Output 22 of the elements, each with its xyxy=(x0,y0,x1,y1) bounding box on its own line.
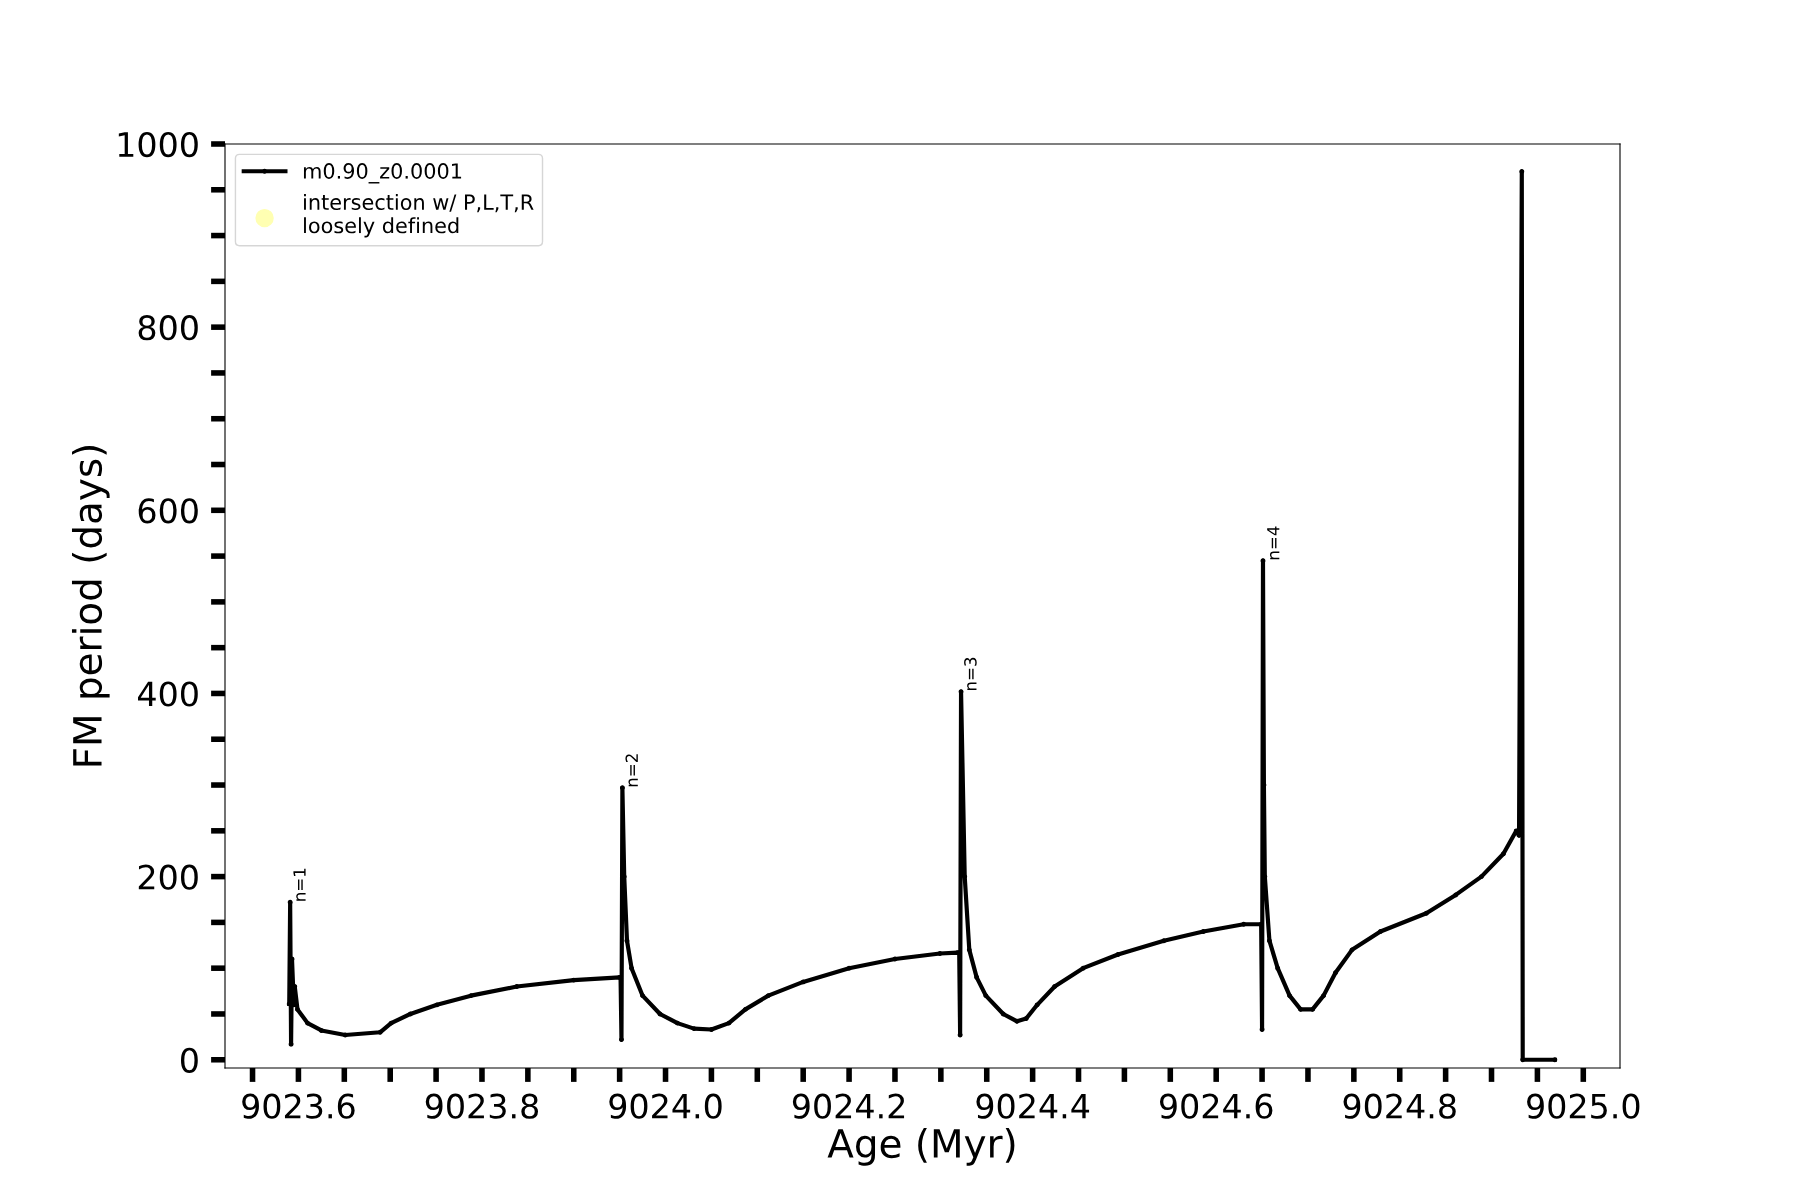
y-axis-title: FM period (days) xyxy=(71,446,110,766)
annotation: n=3 xyxy=(964,657,977,691)
y-tick-label: 800 xyxy=(138,315,198,341)
y-tick-label: 400 xyxy=(138,681,198,707)
annotation: n=4 xyxy=(1267,526,1280,560)
x-tick-label: 9024.8 xyxy=(1343,1093,1456,1119)
annotation: n=2 xyxy=(625,754,638,787)
x-tick-label: 9024.0 xyxy=(609,1093,722,1119)
y-tick-label: 1000 xyxy=(118,131,198,158)
x-axis-title: Age (Myr) xyxy=(827,1128,1015,1166)
x-tick-label: 9023.6 xyxy=(242,1093,355,1119)
y-tick-label: 0 xyxy=(180,1047,198,1073)
x-tick-label: 9023.8 xyxy=(425,1093,539,1119)
y-tick-label: 200 xyxy=(138,864,198,890)
x-tick-label: 9025.0 xyxy=(1527,1093,1640,1119)
x-tick-label: 9024.4 xyxy=(976,1093,1090,1119)
y-tick-label: 600 xyxy=(138,498,198,524)
x-tick-label: 9024.6 xyxy=(1159,1093,1273,1119)
legend-label: m0.90_z0.0001 xyxy=(303,163,462,184)
annotation: n=1 xyxy=(293,868,306,901)
x-tick-label: 9024.2 xyxy=(792,1093,905,1119)
legend-label: intersection w/ P,L,T,R loosely defined xyxy=(304,193,534,238)
